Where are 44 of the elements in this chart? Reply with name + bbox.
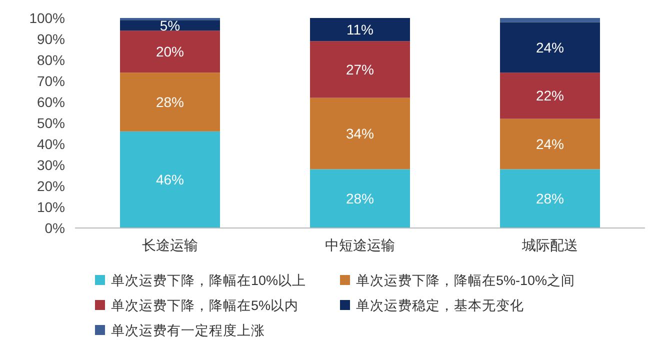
data-label: 28% bbox=[156, 94, 184, 110]
bar bbox=[310, 18, 410, 42]
data-label: 24% bbox=[536, 136, 564, 152]
y-tick-label: 30% bbox=[36, 157, 65, 173]
y-tick-label: 70% bbox=[36, 73, 65, 89]
y-tick-label: 40% bbox=[36, 136, 65, 152]
bar bbox=[500, 72, 600, 119]
legend-label: 单次运费下降，降幅在10%以上 bbox=[111, 273, 306, 288]
y-tick-label: 90% bbox=[36, 31, 65, 47]
bar bbox=[500, 22, 600, 73]
data-label: 11% bbox=[346, 22, 374, 38]
legend-label: 单次运费下降，降幅在5%-10%之间 bbox=[356, 273, 576, 288]
bar bbox=[120, 131, 220, 228]
data-label: 5% bbox=[160, 17, 180, 34]
bar bbox=[500, 118, 600, 170]
bar bbox=[120, 72, 220, 132]
data-label: 34% bbox=[346, 126, 374, 142]
bar bbox=[500, 18, 600, 22]
y-tick-label: 10% bbox=[36, 199, 65, 215]
y-tick-label: 100% bbox=[29, 10, 65, 26]
y-tick-label: 0% bbox=[44, 220, 65, 236]
y-tick-label: 80% bbox=[36, 52, 65, 68]
y-tick-label: 60% bbox=[36, 94, 65, 110]
data-label: 28% bbox=[536, 190, 564, 207]
x-tick-label: 城际配送 bbox=[521, 237, 578, 253]
x-tick-label: 长途运输 bbox=[142, 237, 198, 253]
bar bbox=[500, 169, 600, 228]
bar bbox=[120, 30, 220, 73]
y-tick-label: 50% bbox=[36, 115, 65, 131]
x-tick-label: 中短途运输 bbox=[325, 237, 395, 253]
legend-label: 单次运费有一定程度上涨 bbox=[111, 323, 265, 338]
data-label: 24% bbox=[536, 39, 564, 56]
data-label: 22% bbox=[536, 88, 564, 104]
legend-label: 单次运费稳定，基本无变化 bbox=[356, 298, 524, 313]
bar bbox=[310, 41, 410, 98]
data-label: 20% bbox=[156, 44, 184, 60]
bar bbox=[120, 20, 220, 31]
data-label: 27% bbox=[346, 61, 374, 78]
bar bbox=[310, 169, 410, 228]
bar bbox=[310, 98, 410, 170]
data-label: 28% bbox=[346, 190, 374, 207]
legend-label: 单次运费下降，降幅在5%以内 bbox=[111, 298, 299, 313]
data-label: 46% bbox=[156, 172, 184, 188]
y-tick-label: 20% bbox=[36, 178, 65, 194]
